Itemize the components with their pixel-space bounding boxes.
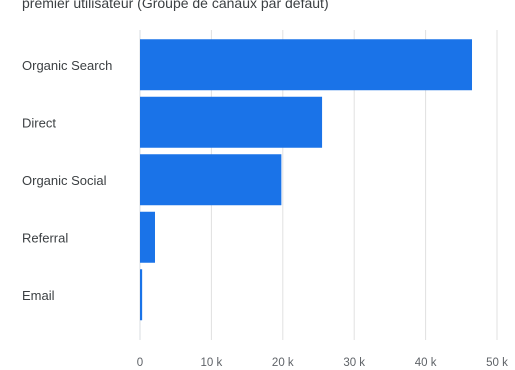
category-labels: Organic Search Direct Organic Social Referr… bbox=[22, 58, 112, 303]
x-tick-label: 50 k bbox=[486, 357, 508, 369]
chart-title: premier utilisateur (Groupe de canaux pa… bbox=[22, 0, 329, 11]
x-tick-label: 30 k bbox=[343, 357, 365, 369]
x-axis-ticks: 0 10 k 20 k 30 k 40 k 50 k bbox=[137, 357, 508, 369]
bar-referral[interactable] bbox=[140, 211, 155, 263]
category-label: Direct bbox=[22, 115, 56, 130]
x-tick-label: 0 bbox=[137, 357, 143, 369]
category-label: Referral bbox=[22, 230, 68, 245]
category-label: Email bbox=[22, 288, 55, 303]
x-tick-label: 40 k bbox=[415, 357, 437, 369]
x-tick-label: 20 k bbox=[272, 357, 294, 369]
category-label: Organic Search bbox=[22, 58, 112, 73]
bar-email[interactable] bbox=[140, 269, 143, 321]
bar-organic-search[interactable] bbox=[140, 39, 473, 91]
x-tick-label: 10 k bbox=[201, 357, 223, 369]
category-label: Organic Social bbox=[22, 173, 107, 188]
bar-organic-social[interactable] bbox=[140, 154, 282, 206]
bars bbox=[140, 39, 473, 321]
bar-direct[interactable] bbox=[140, 96, 323, 148]
